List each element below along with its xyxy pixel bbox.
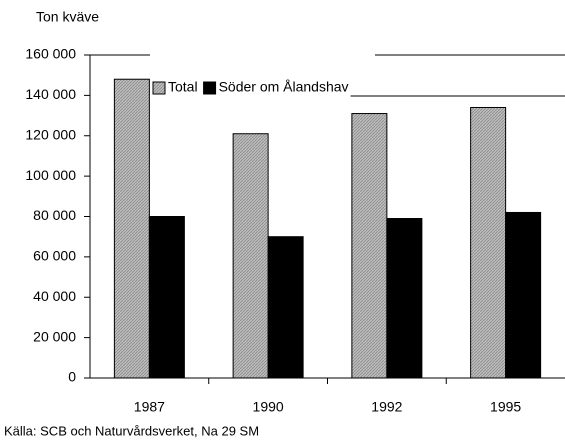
bar: [113, 78, 150, 379]
legend-swatch: [203, 81, 217, 95]
y-axis-title: Ton kväve: [36, 9, 99, 25]
bar: [505, 211, 542, 379]
y-tick-label: 40 000: [33, 288, 76, 304]
y-tick-label: 140 000: [25, 86, 76, 102]
bar: [148, 216, 185, 379]
y-tick-label: 20 000: [33, 328, 76, 344]
x-tick-label: 1987: [134, 399, 165, 415]
legend-label: Söder om Ålandshav: [219, 79, 349, 95]
bar: [267, 236, 304, 379]
y-tick-label: 120 000: [25, 126, 76, 142]
bar: [386, 218, 423, 379]
y-tick-label: 60 000: [33, 248, 76, 264]
x-tick-label: 1990: [253, 399, 284, 415]
bar: [232, 133, 269, 379]
legend-label: Total: [168, 79, 198, 95]
y-tick-label: 100 000: [25, 167, 76, 183]
source-note: Källa: SCB och Naturvårdsverket, Na 29 S…: [4, 423, 259, 438]
bar: [351, 113, 388, 379]
y-tick-label: 0: [68, 369, 76, 385]
bar: [470, 106, 507, 379]
x-tick-label: 1995: [490, 399, 521, 415]
legend-swatch: [152, 81, 166, 95]
x-tick-label: 1992: [371, 399, 402, 415]
y-tick-label: 160 000: [25, 46, 76, 62]
y-tick-label: 80 000: [33, 207, 76, 223]
